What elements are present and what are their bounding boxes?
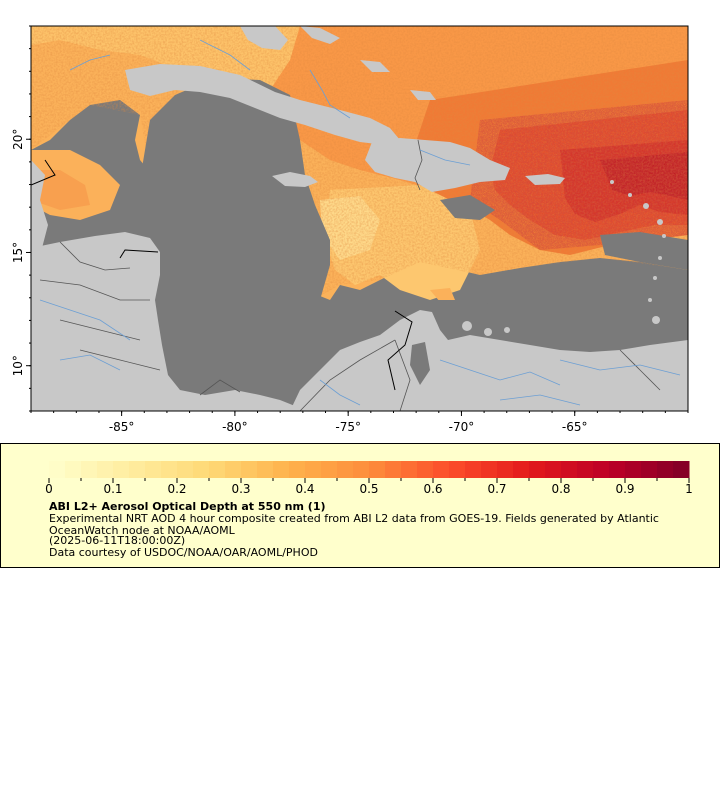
- colorbar-cell: [513, 461, 530, 478]
- colorbar-cell: [449, 461, 466, 478]
- colorbar-cell: [353, 461, 370, 478]
- colorbar-cells: [49, 461, 690, 478]
- map-panel: -85° -80° -75° -70° -65° 10° 15° 20°: [0, 0, 720, 440]
- x-tick-label: -85°: [109, 420, 135, 434]
- colorbar-cell: [657, 461, 674, 478]
- x-tick-label: -70°: [449, 420, 475, 434]
- colorbar-tick-label: 0.7: [487, 482, 506, 496]
- colorbar-tick-label: 0.9: [615, 482, 634, 496]
- colorbar-cell: [193, 461, 210, 478]
- colorbar-cell: [481, 461, 498, 478]
- colorbar-cell: [225, 461, 242, 478]
- colorbar-cell: [161, 461, 178, 478]
- colorbar-cell: [129, 461, 146, 478]
- x-tick-label: -75°: [335, 420, 361, 434]
- colorbar-tick-label: 0.2: [167, 482, 186, 496]
- colorbar: 0 0.1 0.2 0.3 0.4 0.5 0.6 0.7 0.8 0.9 1: [45, 461, 693, 496]
- south-america: [290, 310, 688, 411]
- colorbar-cell: [609, 461, 626, 478]
- colorbar-cell: [593, 461, 610, 478]
- colorbar-cell: [529, 461, 546, 478]
- y-tick-label: 10°: [11, 355, 25, 376]
- colorbar-cell: [401, 461, 418, 478]
- legend-credit: Data courtesy of USDOC/NOAA/OAR/AOML/PHO…: [49, 546, 318, 559]
- colorbar-cell: [337, 461, 354, 478]
- colorbar-cell: [465, 461, 482, 478]
- colorbar-cell: [177, 461, 194, 478]
- colorbar-cell: [417, 461, 434, 478]
- colorbar-cell: [385, 461, 402, 478]
- colorbar-cell: [49, 461, 66, 478]
- colorbar-cell: [321, 461, 338, 478]
- cloud-gap: [135, 78, 330, 392]
- puerto-rico: [525, 174, 565, 185]
- land: [31, 26, 688, 411]
- jamaica: [272, 172, 318, 187]
- aod-map[interactable]: -85° -80° -75° -70° -65° 10° 15° 20°: [0, 0, 720, 440]
- hispaniola: [365, 138, 510, 192]
- colorbar-cell: [273, 461, 290, 478]
- colorbar-cell: [81, 461, 98, 478]
- x-axis: -85° -80° -75° -70° -65°: [30, 411, 689, 434]
- colorbar-cell: [241, 461, 258, 478]
- colorbar-cell: [257, 461, 274, 478]
- colorbar-cell: [145, 461, 162, 478]
- x-tick-label: -80°: [222, 420, 248, 434]
- colorbar-cell: [97, 461, 114, 478]
- colorbar-cell: [433, 461, 450, 478]
- y-tick-label: 15°: [11, 242, 25, 263]
- colorbar-tick-label: 1: [685, 482, 693, 496]
- colorbar-tick-label: 0.6: [423, 482, 442, 496]
- colorbar-tick-label: 0.8: [551, 482, 570, 496]
- colorbar-tick-label: 0.1: [103, 482, 122, 496]
- central-america: [31, 232, 300, 411]
- colorbar-cell: [369, 461, 386, 478]
- colorbar-tick-label: 0: [45, 482, 53, 496]
- colorbar-cell: [625, 461, 642, 478]
- colorbar-tick-label: 0.3: [231, 482, 250, 496]
- legend-panel: 0 0.1 0.2 0.3 0.4 0.5 0.6 0.7 0.8 0.9 1 ABI L2+ Ae…: [0, 443, 720, 568]
- colorbar-tick-label: 0.5: [359, 482, 378, 496]
- colorbar-tick-label: 0.4: [295, 482, 314, 496]
- rivers: [39, 39, 681, 406]
- colorbar-cell: [577, 461, 594, 478]
- legend-description: Experimental NRT AOD 4 hour composite cr…: [49, 512, 659, 537]
- colorbar-cell: [673, 461, 690, 478]
- colorbar-cell: [545, 461, 562, 478]
- colorbar-cell: [113, 461, 130, 478]
- legend-timestamp: (2025-06-11T18:00:00Z): [49, 534, 186, 547]
- colorbar-cell: [641, 461, 658, 478]
- x-tick-label: -65°: [562, 420, 588, 434]
- colorbar-ticks: 0 0.1 0.2 0.3 0.4 0.5 0.6 0.7 0.8 0.9 1: [45, 478, 693, 496]
- map-frame: [30, 25, 689, 412]
- colorbar-cell: [305, 461, 322, 478]
- colorbar-cell: [561, 461, 578, 478]
- colorbar-cell: [497, 461, 514, 478]
- y-axis: 10° 15° 20°: [11, 25, 31, 412]
- colorbar-cell: [289, 461, 306, 478]
- colorbar-cell: [209, 461, 226, 478]
- cuba: [125, 64, 400, 145]
- y-tick-label: 20°: [11, 129, 25, 150]
- legend-title: ABI L2+ Aerosol Optical Depth at 550 nm …: [49, 500, 326, 513]
- colorbar-cell: [65, 461, 82, 478]
